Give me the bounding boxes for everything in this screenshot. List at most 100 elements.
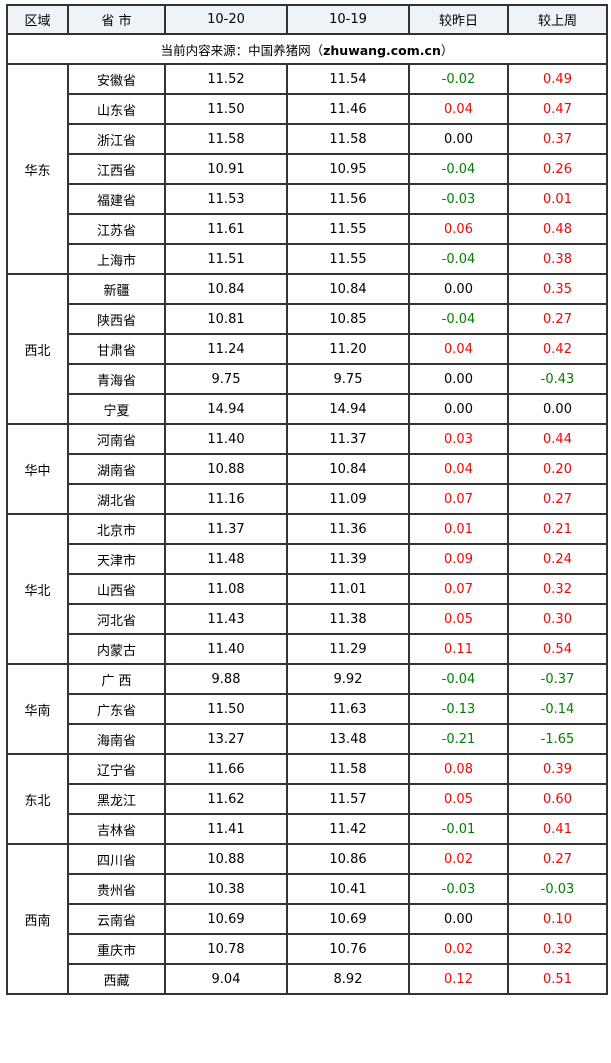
change-day-cell: 0.06 xyxy=(408,213,509,245)
price-today-cell: 9.88 xyxy=(164,663,288,695)
price-today-cell: 11.40 xyxy=(164,423,288,455)
table-row: 重庆市 10.78 10.76 0.02 0.32 xyxy=(7,933,608,965)
province-cell: 内蒙古 xyxy=(67,633,166,665)
province-cell: 云南省 xyxy=(67,903,166,935)
change-week-cell: 0.44 xyxy=(507,423,608,455)
table-row: 山东省 11.50 11.46 0.04 0.47 xyxy=(7,93,608,125)
table-row: 天津市 11.48 11.39 0.09 0.24 xyxy=(7,543,608,575)
price-today-cell: 9.75 xyxy=(164,363,288,395)
change-day-cell: 0.04 xyxy=(408,333,509,365)
price-today-cell: 11.16 xyxy=(164,483,288,515)
province-cell: 西藏 xyxy=(67,963,166,995)
change-week-cell: 0.10 xyxy=(507,903,608,935)
price-today-cell: 11.50 xyxy=(164,93,288,125)
table-row: 华东 安徽省 11.52 11.54 -0.02 0.49 xyxy=(6,63,608,275)
table-row: 湖北省 11.16 11.09 0.07 0.27 xyxy=(7,483,608,515)
change-day-cell: 0.07 xyxy=(408,483,509,515)
price-today-cell: 10.78 xyxy=(164,933,288,965)
change-week-cell: 0.32 xyxy=(507,573,608,605)
price-yesterday-cell: 11.38 xyxy=(286,603,410,635)
province-cell: 重庆市 xyxy=(67,933,166,965)
province-cell: 山东省 xyxy=(67,93,166,125)
source-note: 当前内容来源：中国养猪网（zhuwang.com.cn） xyxy=(6,33,608,65)
change-day-cell: 0.03 xyxy=(408,423,509,455)
price-yesterday-cell: 11.54 xyxy=(286,63,410,95)
region-cell: 华中 xyxy=(6,423,69,515)
province-cell: 湖南省 xyxy=(67,453,166,485)
province-cell: 浙江省 xyxy=(67,123,166,155)
change-day-cell: 0.02 xyxy=(408,843,509,875)
price-today-cell: 14.94 xyxy=(164,393,288,425)
pig-price-table: 区域 省 市 10-20 10-19 较昨日 较上周 当前内容来源：中国养猪网（… xyxy=(6,4,608,995)
province-cell: 广 西 xyxy=(67,663,166,695)
province-cell: 湖北省 xyxy=(67,483,166,515)
change-day-cell: -0.04 xyxy=(408,243,509,275)
price-yesterday-cell: 11.01 xyxy=(286,573,410,605)
province-cell: 山西省 xyxy=(67,573,166,605)
change-day-cell: -0.13 xyxy=(408,693,509,725)
change-day-cell: 0.04 xyxy=(408,453,509,485)
table-row: 福建省 11.53 11.56 -0.03 0.01 xyxy=(7,183,608,215)
table-row: 宁夏 14.94 14.94 0.00 0.00 xyxy=(7,393,608,425)
price-yesterday-cell: 10.41 xyxy=(286,873,410,905)
table-row: 上海市 11.51 11.55 -0.04 0.38 xyxy=(7,243,608,275)
header-province: 省 市 xyxy=(67,4,166,35)
change-week-cell: 0.30 xyxy=(507,603,608,635)
region-cell: 东北 xyxy=(6,753,69,845)
table-row: 东北 辽宁省 11.66 11.58 0.08 0.39 xyxy=(6,753,608,845)
province-cell: 河北省 xyxy=(67,603,166,635)
table-row: 浙江省 11.58 11.58 0.00 0.37 xyxy=(7,123,608,155)
change-day-cell: 0.04 xyxy=(408,93,509,125)
price-today-cell: 9.04 xyxy=(164,963,288,995)
price-yesterday-cell: 11.55 xyxy=(286,213,410,245)
price-today-cell: 11.43 xyxy=(164,603,288,635)
change-week-cell: -0.14 xyxy=(507,693,608,725)
price-today-cell: 11.53 xyxy=(164,183,288,215)
region-cell: 西北 xyxy=(6,273,69,425)
price-today-cell: 11.37 xyxy=(164,513,288,545)
price-yesterday-cell: 11.42 xyxy=(286,813,410,845)
change-day-cell: -0.03 xyxy=(408,873,509,905)
change-week-cell: -0.43 xyxy=(507,363,608,395)
change-day-cell: 0.00 xyxy=(408,363,509,395)
region-cell: 西南 xyxy=(6,843,69,995)
change-day-cell: -0.02 xyxy=(408,63,509,95)
change-week-cell: 0.01 xyxy=(507,183,608,215)
change-day-cell: 0.00 xyxy=(408,903,509,935)
source-row: 当前内容来源：中国养猪网（zhuwang.com.cn） xyxy=(6,33,608,65)
table-row: 河北省 11.43 11.38 0.05 0.30 xyxy=(7,603,608,635)
header-region: 区域 xyxy=(6,4,69,35)
change-week-cell: 0.21 xyxy=(507,513,608,545)
province-cell: 上海市 xyxy=(67,243,166,275)
region-cell: 华东 xyxy=(6,63,69,275)
table-row: 西藏 9.04 8.92 0.12 0.51 xyxy=(7,963,608,995)
price-yesterday-cell: 10.95 xyxy=(286,153,410,185)
change-week-cell: 0.27 xyxy=(507,303,608,335)
province-cell: 新疆 xyxy=(67,273,166,305)
price-today-cell: 10.88 xyxy=(164,843,288,875)
change-day-cell: -0.03 xyxy=(408,183,509,215)
price-yesterday-cell: 11.57 xyxy=(286,783,410,815)
change-day-cell: 0.09 xyxy=(408,543,509,575)
change-week-cell: -0.37 xyxy=(507,663,608,695)
price-today-cell: 11.50 xyxy=(164,693,288,725)
change-week-cell: 0.35 xyxy=(507,273,608,305)
header-vs-last-week: 较上周 xyxy=(507,4,608,35)
province-cell: 河南省 xyxy=(67,423,166,455)
price-today-cell: 10.84 xyxy=(164,273,288,305)
province-cell: 福建省 xyxy=(67,183,166,215)
price-yesterday-cell: 10.84 xyxy=(286,273,410,305)
change-day-cell: 0.00 xyxy=(408,273,509,305)
province-cell: 吉林省 xyxy=(67,813,166,845)
province-cell: 北京市 xyxy=(67,513,166,545)
price-today-cell: 11.24 xyxy=(164,333,288,365)
table-row: 吉林省 11.41 11.42 -0.01 0.41 xyxy=(7,813,608,845)
price-yesterday-cell: 9.75 xyxy=(286,363,410,395)
price-yesterday-cell: 11.58 xyxy=(286,123,410,155)
price-yesterday-cell: 10.84 xyxy=(286,453,410,485)
change-day-cell: 0.08 xyxy=(408,753,509,785)
price-today-cell: 11.66 xyxy=(164,753,288,785)
price-yesterday-cell: 11.09 xyxy=(286,483,410,515)
price-today-cell: 11.08 xyxy=(164,573,288,605)
price-yesterday-cell: 9.92 xyxy=(286,663,410,695)
